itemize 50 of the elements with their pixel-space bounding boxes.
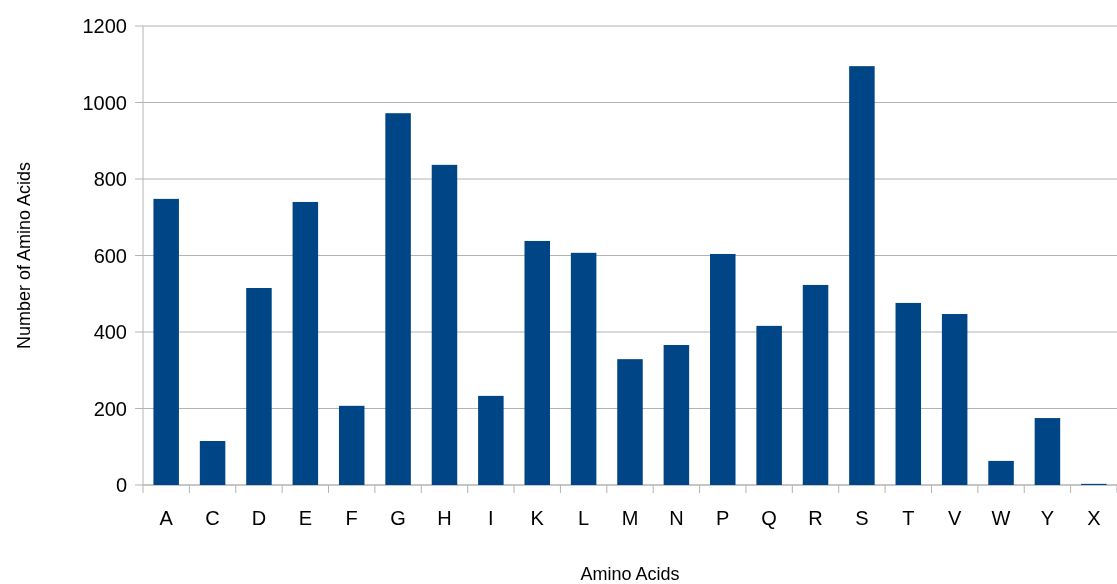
bar [385, 113, 411, 485]
y-tick-label: 200 [93, 397, 127, 420]
bar [988, 460, 1014, 485]
bar [710, 253, 736, 485]
x-tick-label: D [251, 507, 267, 529]
bar [524, 240, 550, 485]
bar [756, 325, 782, 485]
bar [292, 201, 319, 485]
x-tick-label: N [669, 507, 684, 529]
x-axis-title: Amino Acids [580, 564, 680, 584]
y-tick-label: 400 [93, 321, 127, 343]
x-tick-label: A [159, 507, 174, 529]
y-axis-title: Number of Amino Acids [14, 161, 34, 350]
x-tick-label: H [437, 507, 452, 529]
bar [338, 405, 365, 485]
bar [895, 302, 922, 485]
x-tick-label: G [390, 507, 406, 529]
bar [431, 164, 458, 485]
bar [802, 284, 829, 485]
x-tick-label: X [1087, 507, 1101, 529]
bar [153, 198, 179, 485]
x-tick-label: C [205, 507, 220, 529]
y-tick-label: 1000 [82, 91, 127, 114]
y-tick-label: 1200 [82, 15, 127, 37]
x-tick-label: P [716, 507, 730, 529]
bar [617, 359, 643, 485]
x-tick-label: R [808, 507, 823, 529]
x-tick-label: W [991, 507, 1011, 529]
bar [1034, 418, 1061, 485]
x-tick-label: I [488, 507, 494, 529]
x-tick-label: Q [761, 507, 777, 529]
y-tick-label: 0 [115, 474, 127, 496]
x-tick-label: M [621, 507, 639, 529]
bar [663, 345, 690, 485]
x-tick-label: K [530, 507, 545, 529]
x-tick-label: V [947, 507, 962, 529]
x-tick-label: L [578, 507, 590, 529]
x-tick-label: F [345, 507, 358, 529]
bar [849, 66, 875, 485]
x-tick-label: T [902, 507, 915, 529]
x-tick-label: Y [1040, 507, 1055, 529]
x-tick-label: S [855, 507, 869, 529]
bar [478, 395, 504, 485]
x-tick-label: E [298, 507, 313, 529]
bar [941, 314, 968, 485]
bar [199, 441, 226, 485]
bar [246, 288, 272, 485]
y-tick-label: 600 [93, 244, 127, 267]
bar [570, 252, 597, 485]
y-tick-label: 800 [93, 168, 127, 190]
